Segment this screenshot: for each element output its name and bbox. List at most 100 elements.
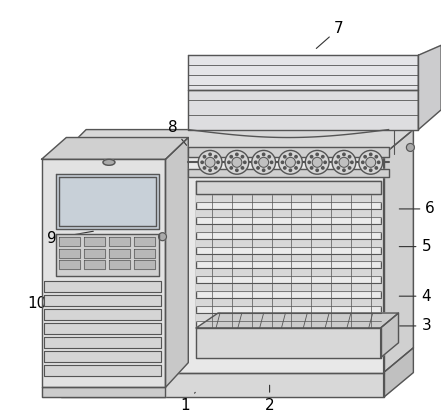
Circle shape [279,150,302,174]
Circle shape [322,167,324,169]
Circle shape [316,153,319,156]
Circle shape [289,153,291,156]
Text: 8: 8 [167,120,187,145]
Polygon shape [43,351,160,361]
Polygon shape [84,237,105,246]
Circle shape [232,157,242,167]
Polygon shape [56,234,159,276]
Text: 2: 2 [265,385,274,413]
Circle shape [316,169,319,171]
Circle shape [268,167,270,169]
Polygon shape [62,373,384,397]
Circle shape [262,169,265,171]
Circle shape [297,161,299,164]
Circle shape [205,157,215,167]
Polygon shape [381,313,399,358]
Circle shape [203,156,206,158]
Circle shape [255,161,257,164]
Polygon shape [109,237,130,246]
Text: 5: 5 [399,239,431,254]
Polygon shape [43,323,160,334]
Polygon shape [196,254,381,261]
Polygon shape [42,388,166,397]
Circle shape [375,167,377,169]
Circle shape [311,156,313,158]
Polygon shape [188,169,389,177]
Circle shape [335,161,337,164]
Polygon shape [109,261,130,269]
Circle shape [284,156,286,158]
Polygon shape [43,365,160,376]
Polygon shape [56,174,159,229]
Polygon shape [166,137,188,388]
Circle shape [281,161,284,164]
Polygon shape [196,313,399,328]
Polygon shape [59,237,80,246]
Text: 1: 1 [180,392,195,413]
Circle shape [284,167,286,169]
Circle shape [305,150,329,174]
Circle shape [244,161,246,164]
Circle shape [339,157,349,167]
Circle shape [289,169,291,171]
Circle shape [343,169,345,171]
Circle shape [209,153,211,156]
Circle shape [214,156,217,158]
Polygon shape [62,154,384,373]
Text: 7: 7 [316,21,344,49]
Circle shape [214,167,217,169]
Circle shape [332,150,356,174]
Polygon shape [109,249,130,258]
Circle shape [361,161,364,164]
Circle shape [324,161,326,164]
Polygon shape [84,249,105,258]
Circle shape [359,150,383,174]
Circle shape [348,156,351,158]
Polygon shape [43,281,160,292]
Polygon shape [188,90,418,129]
Circle shape [159,233,167,241]
Circle shape [343,153,345,156]
Polygon shape [196,313,381,321]
Circle shape [257,167,259,169]
Circle shape [295,167,297,169]
Polygon shape [196,181,381,328]
Circle shape [322,156,324,158]
Polygon shape [384,348,413,397]
Circle shape [351,161,353,164]
Text: 10: 10 [27,288,57,310]
Circle shape [377,161,380,164]
Circle shape [308,161,311,164]
Circle shape [262,153,265,156]
Circle shape [366,157,376,167]
Polygon shape [62,129,413,154]
Circle shape [236,169,238,171]
Polygon shape [196,283,381,291]
Ellipse shape [103,159,115,165]
Polygon shape [59,261,80,269]
Circle shape [209,169,211,171]
Polygon shape [84,261,105,269]
Circle shape [311,167,313,169]
Circle shape [312,157,322,167]
Circle shape [241,167,244,169]
Polygon shape [188,55,418,90]
Polygon shape [196,209,381,217]
Polygon shape [384,129,413,373]
Polygon shape [134,237,155,246]
Text: 9: 9 [47,231,93,246]
Polygon shape [59,249,80,258]
Circle shape [364,156,366,158]
Circle shape [337,167,339,169]
Circle shape [375,156,377,158]
Polygon shape [196,239,381,247]
Text: 6: 6 [399,201,435,217]
Polygon shape [196,194,381,202]
Circle shape [369,153,372,156]
Circle shape [230,167,233,169]
Circle shape [364,167,366,169]
Circle shape [241,156,244,158]
Circle shape [236,153,238,156]
Polygon shape [196,298,381,306]
Polygon shape [43,295,160,306]
